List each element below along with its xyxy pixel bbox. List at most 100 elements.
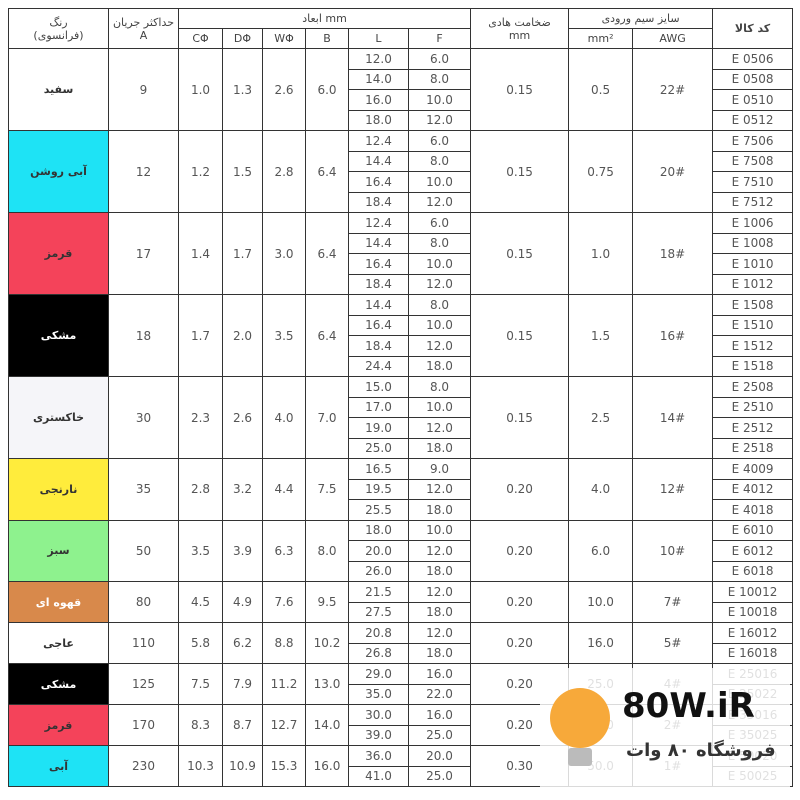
value-cell: 9.5	[305, 581, 349, 623]
f-cell: 6.0	[407, 48, 472, 70]
code-cell: E 16018	[712, 642, 794, 664]
f-cell: 6.0	[407, 130, 472, 152]
header-cell: رنگ (فرانسوی)	[8, 8, 109, 49]
code-cell: E 16012	[712, 622, 794, 644]
f-cell: 10.0	[407, 253, 472, 275]
length-cell: 39.0	[348, 724, 409, 746]
f-cell: 18.0	[407, 560, 472, 582]
color-cell: مشکی	[8, 294, 109, 377]
code-cell: E 2518	[712, 437, 794, 459]
length-cell: 41.0	[348, 765, 409, 787]
length-cell: 36.0	[348, 745, 409, 767]
color-cell: آبی روشن	[8, 130, 109, 213]
header-text: ضخامت هادی	[488, 15, 551, 29]
code-cell: E 2510	[712, 396, 794, 418]
code-cell: E 1508	[712, 294, 794, 316]
code-cell: E 7510	[712, 171, 794, 193]
f-cell: 10.0	[407, 396, 472, 418]
f-cell: 16.0	[407, 663, 472, 685]
value-cell: 18	[108, 294, 179, 377]
value-cell: 0.15	[470, 212, 570, 295]
value-cell: 0.20	[470, 581, 570, 623]
table-row: 16.4 10.0 E 1510	[9, 314, 794, 336]
f-cell: 18.0	[407, 642, 472, 664]
length-cell: 18.4	[348, 191, 409, 213]
table-row: 24.4 18.0 E 1518	[9, 355, 794, 377]
table-row: 18.0 12.0 E 0512	[9, 109, 794, 131]
table-row: عاجی 110 5.8 6.2 8.8 10.2 20.8 12.0 0.20 16.0 5# E …	[8, 622, 794, 664]
value-cell: 6.3	[262, 519, 306, 582]
color-cell: قرمز	[8, 212, 109, 295]
value-cell: 7.6	[262, 581, 306, 623]
value-cell: 0.20	[470, 519, 570, 582]
header-cell: سایز سیم ورودی	[568, 8, 714, 29]
code-cell: E 2512	[712, 417, 794, 439]
value-cell: 8.0	[305, 519, 349, 582]
length-cell: 18.0	[348, 519, 409, 541]
value-cell: 9	[108, 48, 179, 131]
header-cell: حداکثر جریان A	[108, 8, 179, 49]
value-cell: 3.9	[222, 519, 263, 582]
length-cell: 35.0	[348, 683, 409, 705]
value-cell: 2.0	[222, 294, 263, 377]
f-cell: 10.0	[407, 171, 472, 193]
length-cell: 14.4	[348, 294, 409, 316]
value-cell: 0.15	[470, 294, 570, 377]
length-cell: 18.0	[348, 109, 409, 131]
code-cell: E 2508	[712, 376, 794, 398]
watermark-subtitle: فروشگاه ۸۰ وات	[626, 740, 776, 761]
color-cell: عاجی	[8, 622, 109, 664]
value-cell: 4.9	[222, 581, 263, 623]
value-cell: 50	[108, 519, 179, 582]
length-cell: 14.4	[348, 150, 409, 172]
length-cell: 24.4	[348, 355, 409, 377]
f-cell: 25.0	[407, 765, 472, 787]
header-text: حداکثر جریان	[112, 15, 175, 29]
f-cell: 25.0	[407, 724, 472, 746]
value-cell: 1.5	[222, 130, 263, 213]
table-row: خاکستری 30 2.3 2.6 4.0 7.0 15.0 8.0 0.15 2.5 14# E …	[8, 376, 794, 459]
table-row: 14.4 8.0 E 1008	[9, 232, 794, 254]
value-cell: 7.5	[178, 663, 223, 705]
value-cell: 4.0	[262, 376, 306, 459]
value-cell: 8.8	[262, 622, 306, 664]
header-cell: ضخامت هادی mm	[470, 8, 570, 49]
value-cell: 22#	[632, 48, 714, 131]
header-cell: WΦ	[262, 28, 306, 49]
value-cell: 18#	[632, 212, 714, 295]
length-cell: 26.8	[348, 642, 409, 664]
length-cell: 20.8	[348, 622, 409, 644]
f-cell: 12.0	[407, 581, 472, 603]
length-cell: 17.0	[348, 396, 409, 418]
table-row: 16.0 10.0 E 0510	[9, 89, 794, 111]
code-cell: E 1008	[712, 232, 794, 254]
value-cell: 230	[108, 745, 179, 787]
value-cell: 14#	[632, 376, 714, 459]
table-row: 16.4 10.0 E 7510	[9, 171, 794, 193]
length-cell: 18.4	[348, 273, 409, 295]
value-cell: 10#	[632, 519, 714, 582]
value-cell: 10.2	[305, 622, 349, 664]
value-cell: 0.20	[470, 458, 570, 521]
value-cell: 30	[108, 376, 179, 459]
f-cell: 12.0	[407, 191, 472, 213]
f-cell: 8.0	[407, 232, 472, 254]
table-row: 18.4 12.0 E 7512	[9, 191, 794, 213]
header-cell: ابعاد mm	[177, 8, 472, 29]
table-row: 14.0 8.0 E 0508	[9, 68, 794, 90]
value-cell: 7#	[632, 581, 714, 623]
f-cell: 12.0	[407, 109, 472, 131]
table-row: قرمز 17 1.4 1.7 3.0 6.4 12.4 6.0 0.15 1.0 18# E 100…	[8, 212, 794, 295]
value-cell: 4.5	[178, 581, 223, 623]
value-cell: 3.2	[222, 458, 263, 521]
value-cell: 0.20	[470, 622, 570, 664]
length-cell: 15.0	[348, 376, 409, 398]
header-cell: B	[305, 28, 349, 49]
header-cell: کد کالا	[712, 8, 794, 49]
logo-base	[568, 748, 592, 766]
value-cell: 5#	[632, 622, 714, 664]
value-cell: 16#	[632, 294, 714, 377]
value-cell: 6.0	[568, 519, 634, 582]
length-cell: 14.4	[348, 232, 409, 254]
logo-bulb	[550, 688, 610, 748]
